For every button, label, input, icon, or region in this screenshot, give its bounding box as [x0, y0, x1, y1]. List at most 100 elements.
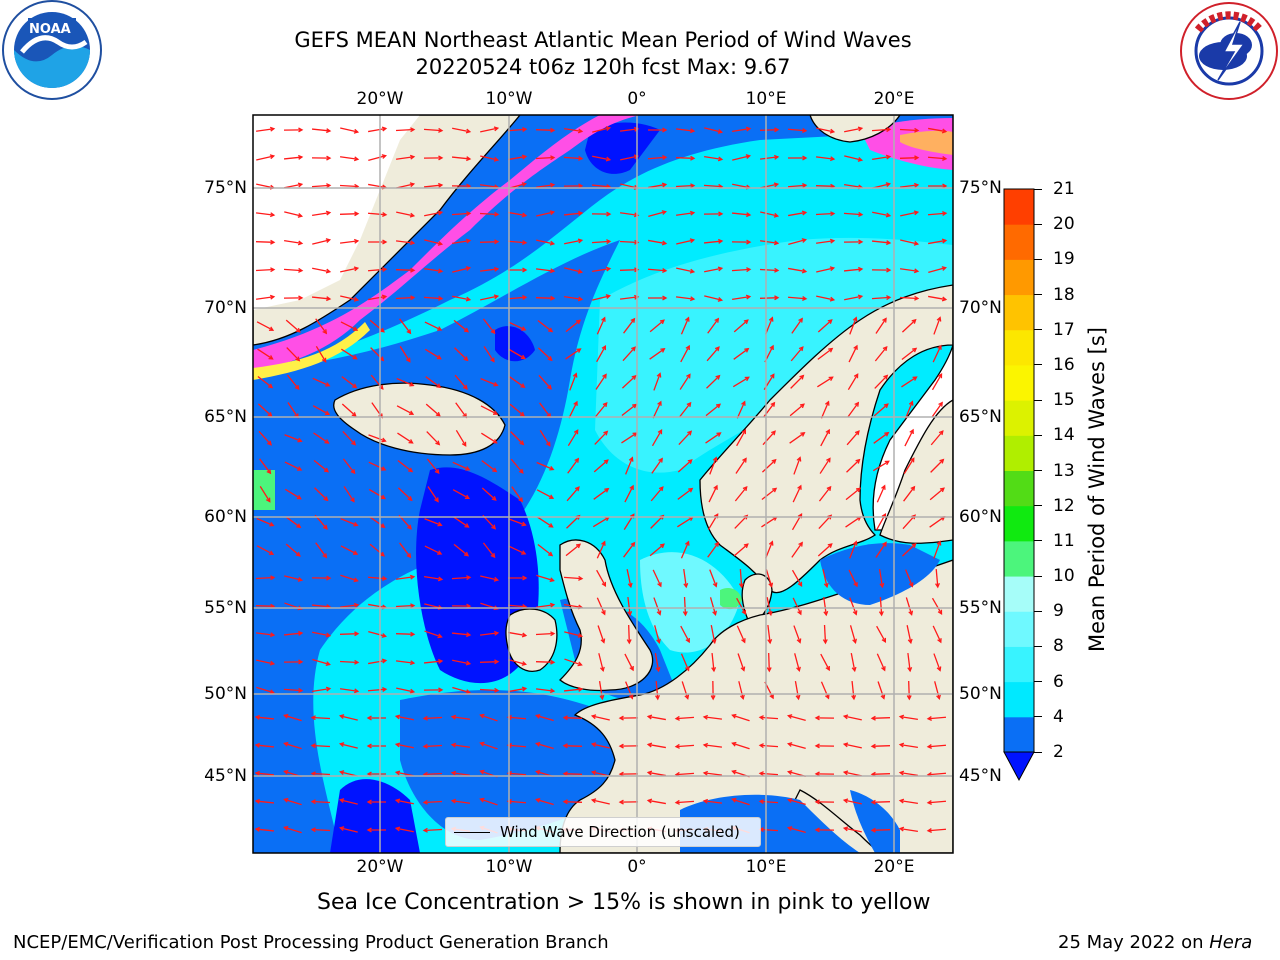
wave-direction-arrowhead	[437, 633, 443, 639]
wave-direction-arrow	[788, 211, 806, 217]
wave-direction-arrow	[876, 653, 886, 671]
wave-direction-arrowhead	[824, 400, 830, 406]
wave-direction-arrowhead	[297, 576, 304, 582]
wave-direction-arrowhead	[842, 770, 849, 776]
wave-direction-arrowhead	[731, 713, 737, 719]
wave-direction-arrow	[901, 376, 917, 388]
wave-direction-arrowhead	[766, 667, 772, 673]
wave-direction-arrow	[871, 717, 891, 719]
wave-direction-arrowhead	[687, 459, 693, 464]
wave-direction-arrowhead	[731, 797, 737, 803]
wave-direction-arrow	[369, 516, 385, 528]
wave-direction-arrowhead	[269, 126, 276, 132]
wave-direction-arrowhead	[466, 632, 472, 638]
wave-direction-arrowhead	[577, 128, 584, 134]
wave-direction-arrowhead	[937, 344, 942, 350]
wave-direction-arrowhead	[491, 524, 497, 530]
wave-direction-arrow	[284, 826, 302, 834]
wave-direction-arrow	[815, 156, 835, 160]
wave-direction-arrowhead	[656, 610, 662, 616]
wave-direction-arrow	[368, 631, 386, 637]
wave-direction-arrowhead	[702, 798, 709, 804]
colorbar-tick-mark	[1034, 258, 1042, 260]
wave-direction-arrow	[424, 545, 442, 555]
lon-label-bottom: 0°	[627, 857, 647, 877]
wave-direction-arrowhead	[659, 319, 665, 325]
wave-direction-arrow	[624, 485, 634, 503]
wave-direction-arrow	[315, 318, 327, 334]
wave-direction-arrowhead	[520, 354, 526, 360]
wave-direction-arrowhead	[658, 486, 664, 492]
wave-direction-arrow	[311, 772, 331, 776]
wave-direction-arrow	[711, 652, 715, 672]
wave-direction-arrow	[907, 652, 911, 672]
wave-direction-arrow	[845, 487, 861, 501]
wave-direction-arrowhead	[491, 496, 497, 501]
wave-direction-arrow	[903, 458, 915, 474]
wave-direction-arrow	[791, 569, 803, 587]
wave-direction-arrowhead	[606, 239, 612, 245]
colorbar-tick-mark	[1034, 223, 1042, 225]
wave-direction-arrowhead	[436, 383, 442, 389]
colorbar-segment	[1004, 400, 1034, 436]
wave-direction-arrow	[312, 405, 330, 415]
wave-direction-arrowhead	[269, 632, 276, 638]
lon-label-top: 10°E	[745, 89, 787, 109]
wave-direction-arrow	[507, 604, 527, 608]
land	[253, 115, 953, 853]
wave-direction-arrowhead	[381, 658, 388, 664]
wave-direction-arrow	[733, 348, 749, 360]
wave-direction-arrow	[848, 569, 858, 587]
wave-direction-arrowhead	[912, 347, 918, 353]
wave-direction-arrowhead	[493, 294, 500, 300]
colorbar-segment	[1004, 576, 1034, 612]
wave-direction-arrow	[900, 799, 918, 805]
wave-direction-arrow	[793, 625, 801, 643]
wave-direction-arrowhead	[535, 742, 541, 747]
wave-direction-arrow	[511, 486, 523, 502]
wave-direction-arrow	[424, 321, 442, 331]
wave-direction-arrow	[397, 459, 413, 473]
wave-direction-arrow	[732, 183, 750, 189]
wave-direction-arrow	[451, 744, 471, 748]
wave-direction-arrow	[368, 183, 386, 189]
wave-direction-arrow	[788, 799, 806, 805]
wave-direction-arrowhead	[410, 267, 416, 273]
wave-direction-arrowhead	[941, 296, 948, 302]
wave-direction-arrowhead	[745, 154, 752, 160]
wave-direction-arrowhead	[886, 127, 892, 133]
colorbar-tick-label: 12	[1053, 495, 1075, 516]
wave-direction-arrow	[399, 346, 411, 362]
wave-direction-arrow	[791, 318, 803, 334]
wave-direction-arrow	[256, 183, 274, 189]
wave-direction-arrow	[872, 155, 890, 161]
wave-direction-arrowhead	[406, 329, 412, 335]
wave-direction-arrowhead	[741, 638, 746, 644]
wave-direction-arrowhead	[858, 239, 864, 245]
wave-direction-arrowhead	[410, 631, 416, 637]
finland	[879, 399, 953, 544]
wave-direction-arrow	[341, 348, 357, 360]
wave-direction-arrow	[817, 376, 833, 388]
wave-direction-arrow	[931, 373, 943, 391]
wave-direction-arrow	[455, 429, 467, 447]
wave-direction-arrowhead	[409, 182, 416, 188]
wave-direction-arrowhead	[857, 126, 864, 132]
colorbar-tick-mark	[1034, 505, 1042, 507]
wave-direction-arrowhead	[338, 742, 345, 748]
wave-direction-arrow	[787, 184, 807, 188]
wave-direction-arrowhead	[743, 543, 749, 549]
wave-direction-arrowhead	[578, 155, 584, 161]
wave-direction-arrowhead	[438, 658, 444, 664]
wave-direction-arrow	[539, 430, 551, 446]
wave-direction-arrow	[423, 296, 443, 300]
wave-direction-arrow	[761, 487, 777, 501]
wave-direction-arrowhead	[742, 485, 748, 492]
wave-direction-arrowhead	[798, 541, 803, 547]
wave-direction-arrowhead	[409, 154, 416, 160]
wave-direction-arrow	[370, 374, 384, 390]
wave-direction-arrowhead	[770, 401, 776, 407]
wave-direction-arrowhead	[758, 715, 764, 721]
wave-direction-arrow	[340, 827, 358, 833]
wave-direction-arrow	[452, 686, 470, 694]
